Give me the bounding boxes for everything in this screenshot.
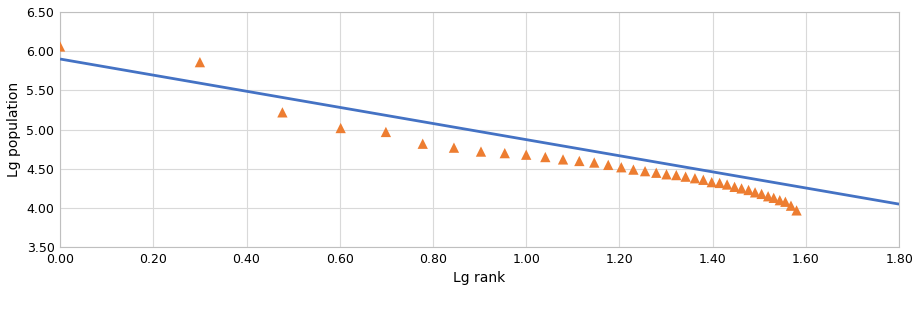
Actual distribution: [414, 141, 429, 146]
Actual distribution: [625, 167, 640, 172]
Actual distribution: [719, 182, 733, 187]
Actual distribution: [741, 187, 755, 192]
Actual distribution: [726, 184, 741, 189]
Actual distribution: [686, 176, 701, 181]
Actual distribution: [695, 177, 709, 182]
Actual distribution: [677, 174, 692, 179]
Actual distribution: [446, 145, 460, 150]
Actual distribution: [668, 172, 683, 178]
Actual distribution: [637, 169, 652, 174]
Actual distribution: [777, 199, 792, 204]
Actual distribution: [783, 203, 798, 208]
Actual distribution: [733, 186, 748, 191]
Actual distribution: [192, 60, 207, 65]
Actual distribution: [648, 170, 663, 175]
Y-axis label: Lg population: Lg population: [7, 82, 21, 177]
Actual distribution: [538, 154, 552, 159]
Actual distribution: [766, 195, 780, 200]
Actual distribution: [754, 191, 768, 197]
Actual distribution: [789, 208, 803, 213]
Actual distribution: [473, 149, 488, 154]
Actual distribution: [772, 198, 787, 203]
Actual distribution: [658, 172, 673, 177]
Actual distribution: [586, 160, 601, 165]
Actual distribution: [711, 180, 726, 185]
Actual distribution: [760, 194, 775, 199]
Actual distribution: [704, 180, 719, 185]
Actual distribution: [378, 129, 392, 134]
Actual distribution: [747, 190, 762, 195]
Actual distribution: [497, 151, 512, 156]
Actual distribution: [518, 152, 533, 157]
Actual distribution: [333, 126, 347, 131]
Actual distribution: [572, 158, 586, 164]
Actual distribution: [275, 110, 289, 115]
Actual distribution: [52, 44, 67, 49]
Actual distribution: [613, 165, 628, 170]
Actual distribution: [600, 162, 615, 167]
Actual distribution: [555, 157, 570, 162]
X-axis label: Lg rank: Lg rank: [453, 271, 505, 285]
